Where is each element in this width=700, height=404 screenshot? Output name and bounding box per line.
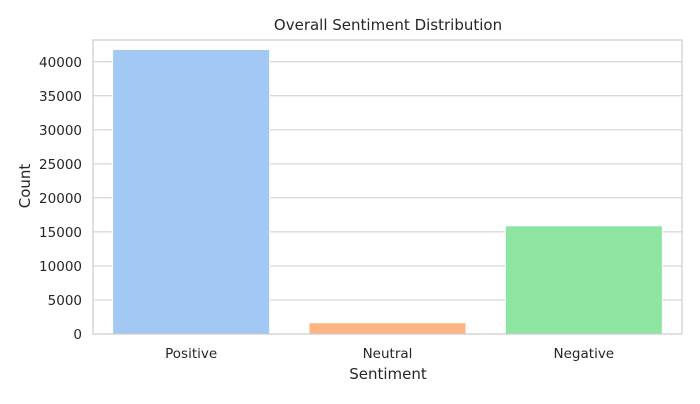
y-axis-label: Count: [16, 164, 34, 209]
x-axis-label: Sentiment: [349, 365, 427, 383]
bar-neutral: [308, 322, 467, 335]
plot-border: [92, 39, 683, 335]
y-tick-label: 40000: [39, 55, 82, 71]
y-tick-label: 35000: [39, 89, 82, 105]
x-tick-label: Negative: [554, 346, 615, 362]
plot-frame: [92, 39, 683, 335]
y-tick-label: 5000: [48, 293, 82, 309]
x-tick-label: Positive: [165, 346, 217, 362]
y-tick-label: 20000: [39, 191, 82, 207]
bar-negative: [504, 225, 663, 335]
y-tick-label: 15000: [39, 225, 82, 241]
x-tick-labels: Positive Neutral Negative: [165, 346, 614, 362]
x-tick-label: Neutral: [363, 346, 413, 362]
chart-title: Overall Sentiment Distribution: [274, 16, 502, 34]
bar-positive: [112, 49, 271, 335]
y-tick-label: 0: [73, 327, 82, 343]
y-tick-label: 25000: [39, 157, 82, 173]
bars: [112, 49, 663, 335]
y-tick-label: 30000: [39, 123, 82, 139]
y-tick-labels: 0 5000 10000 15000 20000 25000 30000 35000 40000: [39, 55, 82, 343]
y-tick-label: 10000: [39, 259, 82, 275]
